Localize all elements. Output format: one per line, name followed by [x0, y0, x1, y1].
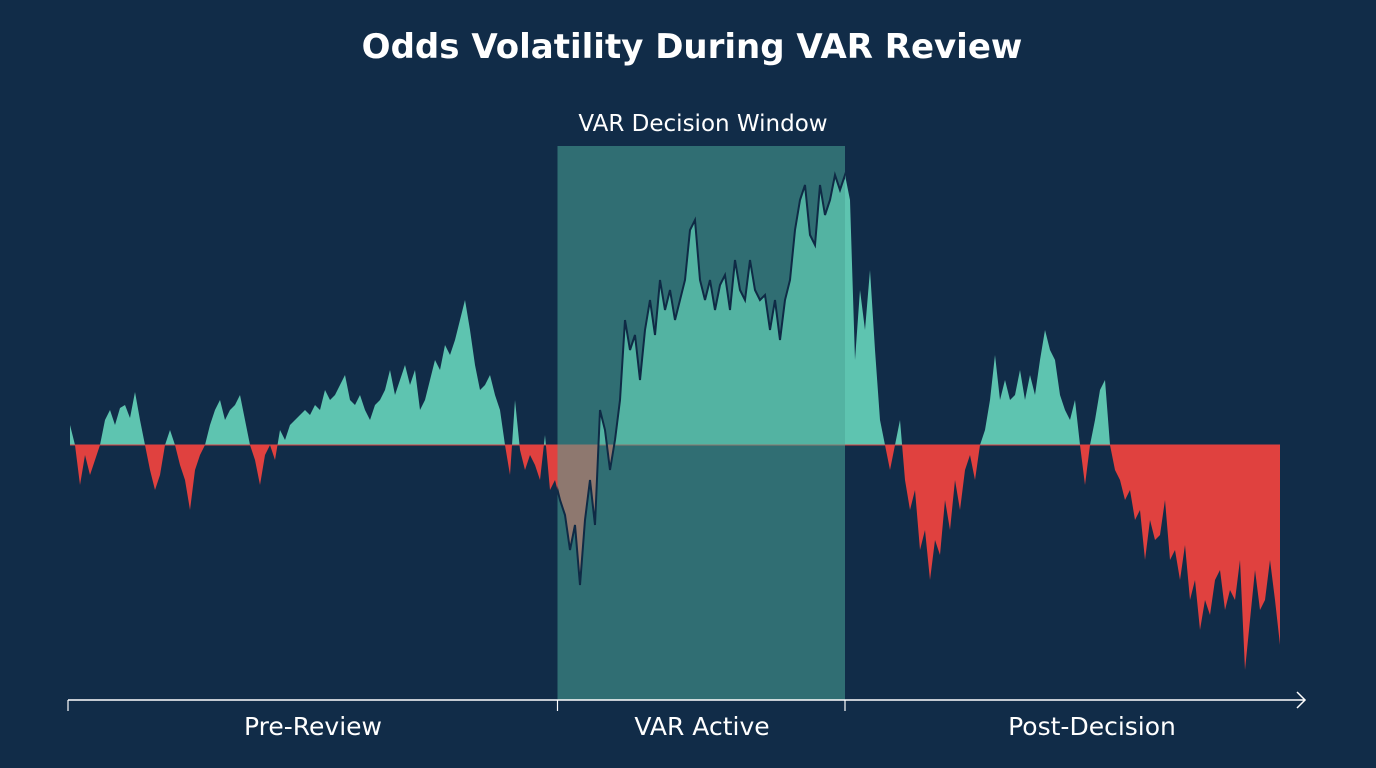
x-axis — [67, 691, 1307, 711]
chart-title: Odds Volatility During VAR Review — [362, 27, 1023, 67]
phase-label-pre-review: Pre-Review — [244, 712, 382, 741]
x-axis-arrow — [1296, 691, 1307, 709]
window-label: VAR Decision Window — [578, 111, 827, 137]
var-decision-window — [557, 146, 845, 700]
negative-area — [70, 445, 1280, 670]
phase-label-post-decision: Post-Decision — [1008, 712, 1176, 741]
window-series-line — [557, 171, 845, 586]
phase-label-var-active: VAR Active — [634, 712, 769, 741]
